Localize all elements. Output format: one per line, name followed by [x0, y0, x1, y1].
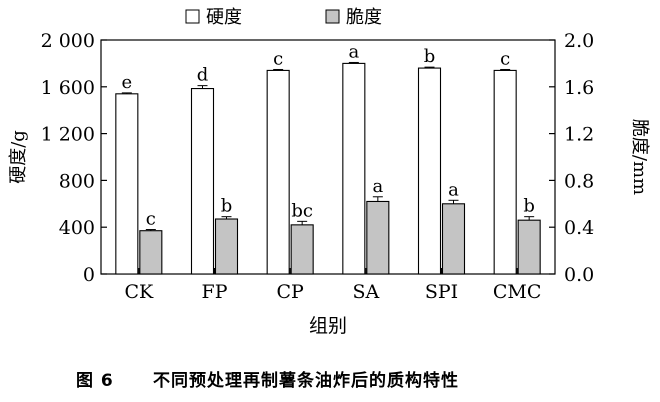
bar-硬度-CK — [115, 93, 139, 275]
figure-caption-text: 不同预处理再制薯条油炸后的质构特性 — [153, 371, 459, 391]
bar-硬度-CP — [266, 69, 290, 275]
left-tick-label: 0 — [83, 264, 95, 286]
significance-label: b — [523, 196, 535, 217]
bar-脆度-SA — [366, 200, 390, 275]
x-tick-label: SPI — [425, 281, 458, 303]
x-tick-label: SA — [352, 281, 379, 303]
significance-label: c — [500, 48, 510, 69]
x-tick-label: CK — [124, 281, 154, 303]
legend: 硬度 脆度 — [185, 7, 382, 28]
left-tick-label: 800 — [59, 170, 95, 192]
left-tick-label: 1 200 — [41, 124, 95, 146]
plot-area — [100, 39, 556, 275]
bar-脆度-CP — [290, 224, 314, 275]
legend-swatch — [325, 9, 340, 24]
bar-脆度-CK — [139, 230, 163, 275]
left-tick-label: 400 — [59, 217, 95, 239]
left-axis-label: 硬度/g — [8, 130, 29, 184]
significance-label: c — [273, 48, 283, 69]
legend-label: 脆度 — [346, 7, 382, 28]
significance-label: a — [448, 179, 459, 200]
bar-硬度-FP — [190, 88, 215, 275]
x-tick-label: CP — [277, 281, 305, 303]
bar-脆度-SPI — [441, 203, 466, 275]
left-tick-label: 2 000 — [41, 30, 95, 52]
significance-label: a — [348, 41, 359, 62]
legend-label: 硬度 — [206, 7, 242, 28]
right-axis-label: 脆度/mm — [629, 119, 650, 195]
right-tick-label: 0.0 — [564, 264, 594, 286]
significance-label: c — [146, 209, 156, 230]
bar-硬度-SA — [342, 62, 366, 275]
right-y-axis: 0.0 0.4 0.8 1.2 1.6 2.0 脆度/mm — [549, 30, 650, 286]
left-y-axis: 0 400 800 1 200 1 600 2 000 硬度/g — [8, 30, 107, 286]
x-axis: CK FP CP SA SPI CMC 组别 — [124, 268, 541, 337]
right-tick-label: 0.4 — [564, 217, 594, 239]
significance-label: d — [197, 65, 209, 86]
right-tick-label: 0.8 — [564, 170, 594, 192]
bar-硬度-CMC — [493, 69, 517, 275]
right-tick-label: 1.2 — [564, 124, 594, 146]
significance-label: b — [424, 46, 436, 67]
bar-脆度-FP — [214, 218, 239, 275]
legend-swatch — [185, 9, 200, 24]
x-tick-label: CMC — [493, 281, 542, 303]
figure-number: 图 6 — [76, 371, 114, 391]
plot-frame — [100, 39, 556, 275]
bars: e dc a b ccb bca ab — [115, 41, 541, 275]
significance-label: a — [372, 176, 383, 197]
bar-脆度-CMC — [517, 219, 541, 275]
bar-硬度-SPI — [417, 67, 442, 275]
right-tick-label: 2.0 — [564, 30, 594, 52]
significance-label: bc — [291, 200, 313, 221]
significance-label: e — [122, 72, 133, 93]
left-tick-label: 1 600 — [41, 77, 95, 99]
x-axis-label: 组别 — [309, 315, 347, 337]
x-tick-label: FP — [202, 281, 228, 303]
significance-label: b — [221, 196, 233, 217]
right-tick-label: 1.6 — [564, 77, 594, 99]
